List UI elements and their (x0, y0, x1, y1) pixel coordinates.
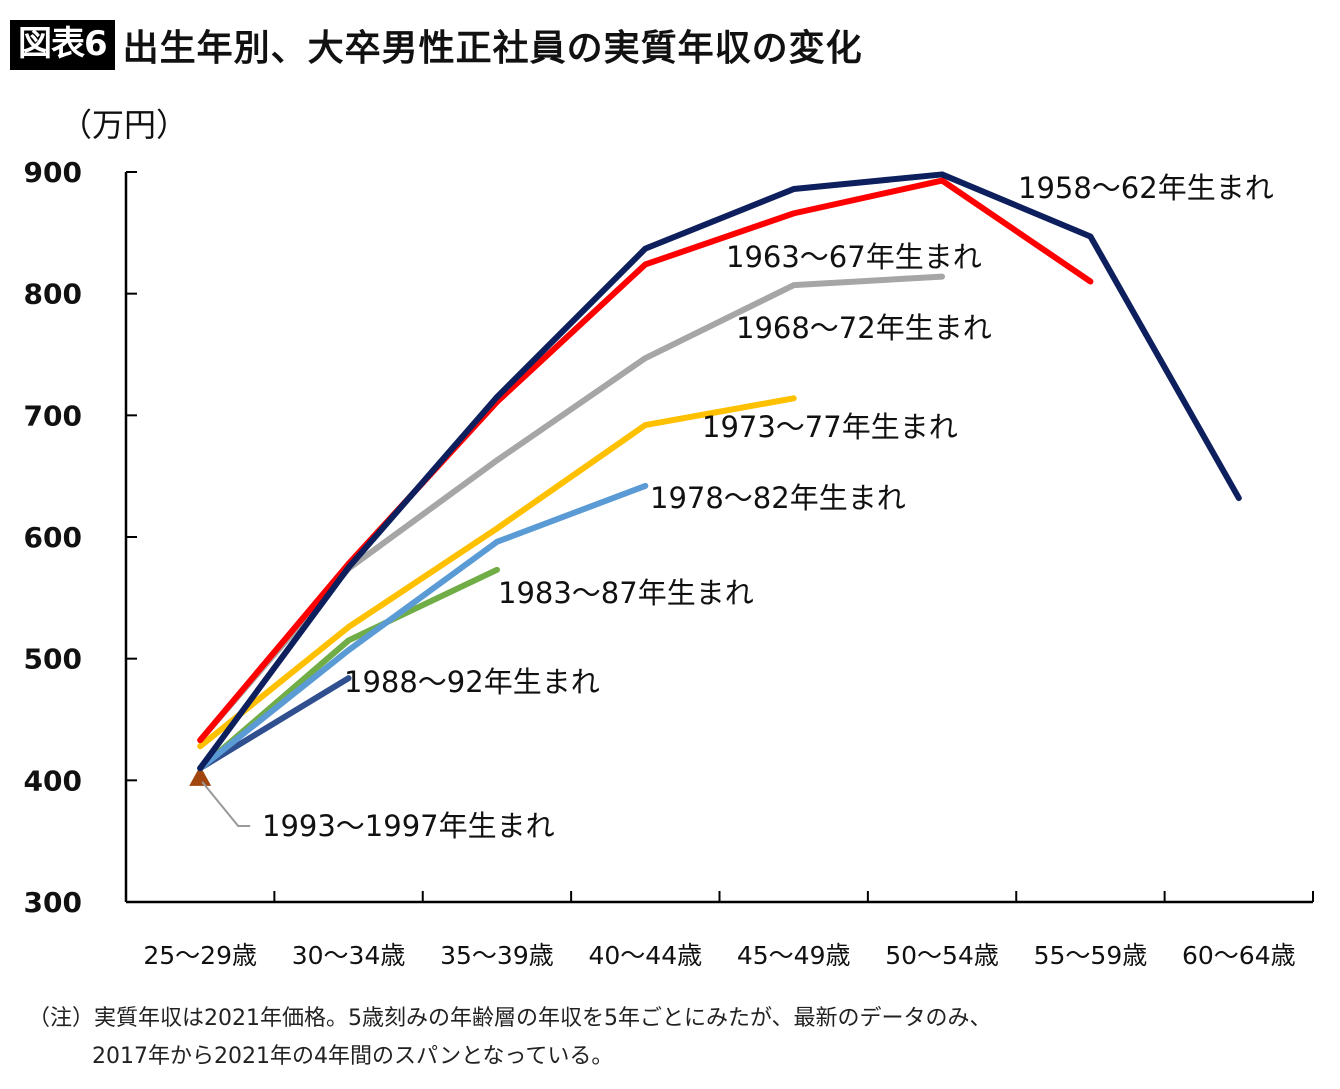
y-tick-label: 700 (24, 399, 82, 432)
y-tick-label: 800 (24, 278, 82, 311)
series-label: 1958〜62年生まれ (1018, 171, 1274, 205)
series-marker-triangle (189, 765, 212, 786)
line-chart: 300 400 500 600 700 800 900 25〜29歳 30〜34歳 35〜39歳 4… (24, 156, 1314, 970)
axes: 300 400 500 600 700 800 900 25〜29歳 30〜34歳 35〜39歳 4… (24, 156, 1314, 970)
series-label: 1968〜72年生まれ (736, 311, 992, 345)
footnote-line-2: 2017年から2021年の4年間のスパンとなっている。 (92, 1044, 614, 1069)
figure-number-badge: 図表6 (10, 20, 115, 70)
series-label: 1973〜77年生まれ (702, 410, 958, 444)
series-lines (189, 171, 1242, 786)
x-tick-label: 45〜49歳 (737, 941, 851, 970)
series-line (197, 171, 1242, 772)
series-label: 1983〜87年生まれ (498, 576, 754, 610)
series-line (197, 482, 649, 772)
y-axis-unit-label: （万円） (60, 106, 189, 144)
chart-title: 図表6 出生年別、大卒男性正社員の実質年収の変化 (10, 20, 863, 70)
series-line (197, 395, 797, 750)
series-label: 1988〜92年生まれ (344, 665, 600, 699)
footnote: （注）実質年収は2021年価格。5歳刻みの年齢層の年収を5年ごとにみたが、最新の… (28, 1000, 992, 1076)
leader-line (201, 781, 251, 827)
footnote-line-1: （注）実質年収は2021年価格。5歳刻みの年齢層の年収を5年ごとにみたが、最新の… (28, 1006, 992, 1031)
x-tick-label: 55〜59歳 (1034, 941, 1148, 970)
series-label: 1993〜1997年生まれ (262, 809, 555, 843)
series-line (197, 675, 352, 772)
x-tick-label: 30〜34歳 (292, 941, 406, 970)
y-tick-label: 300 (24, 886, 82, 919)
y-tick-label: 900 (24, 156, 82, 189)
y-tick-label: 400 (24, 764, 82, 797)
x-tick-label: 60〜64歳 (1182, 941, 1296, 970)
y-tick-label: 500 (24, 643, 82, 676)
x-tick-label: 50〜54歳 (885, 941, 999, 970)
y-tick-label: 600 (24, 521, 82, 554)
series-label: 1963〜67年生まれ (726, 240, 982, 274)
series-labels: 1958〜62年生まれ 1963〜67年生まれ 1968〜72年生まれ 1973〜77… (201, 171, 1274, 843)
series-label: 1978〜82年生まれ (650, 481, 906, 515)
x-tick-label: 35〜39歳 (440, 941, 554, 970)
x-tick-label: 40〜44歳 (589, 941, 703, 970)
x-tick-label: 25〜29歳 (143, 941, 257, 970)
figure-title: 出生年別、大卒男性正社員の実質年収の変化 (122, 28, 863, 69)
